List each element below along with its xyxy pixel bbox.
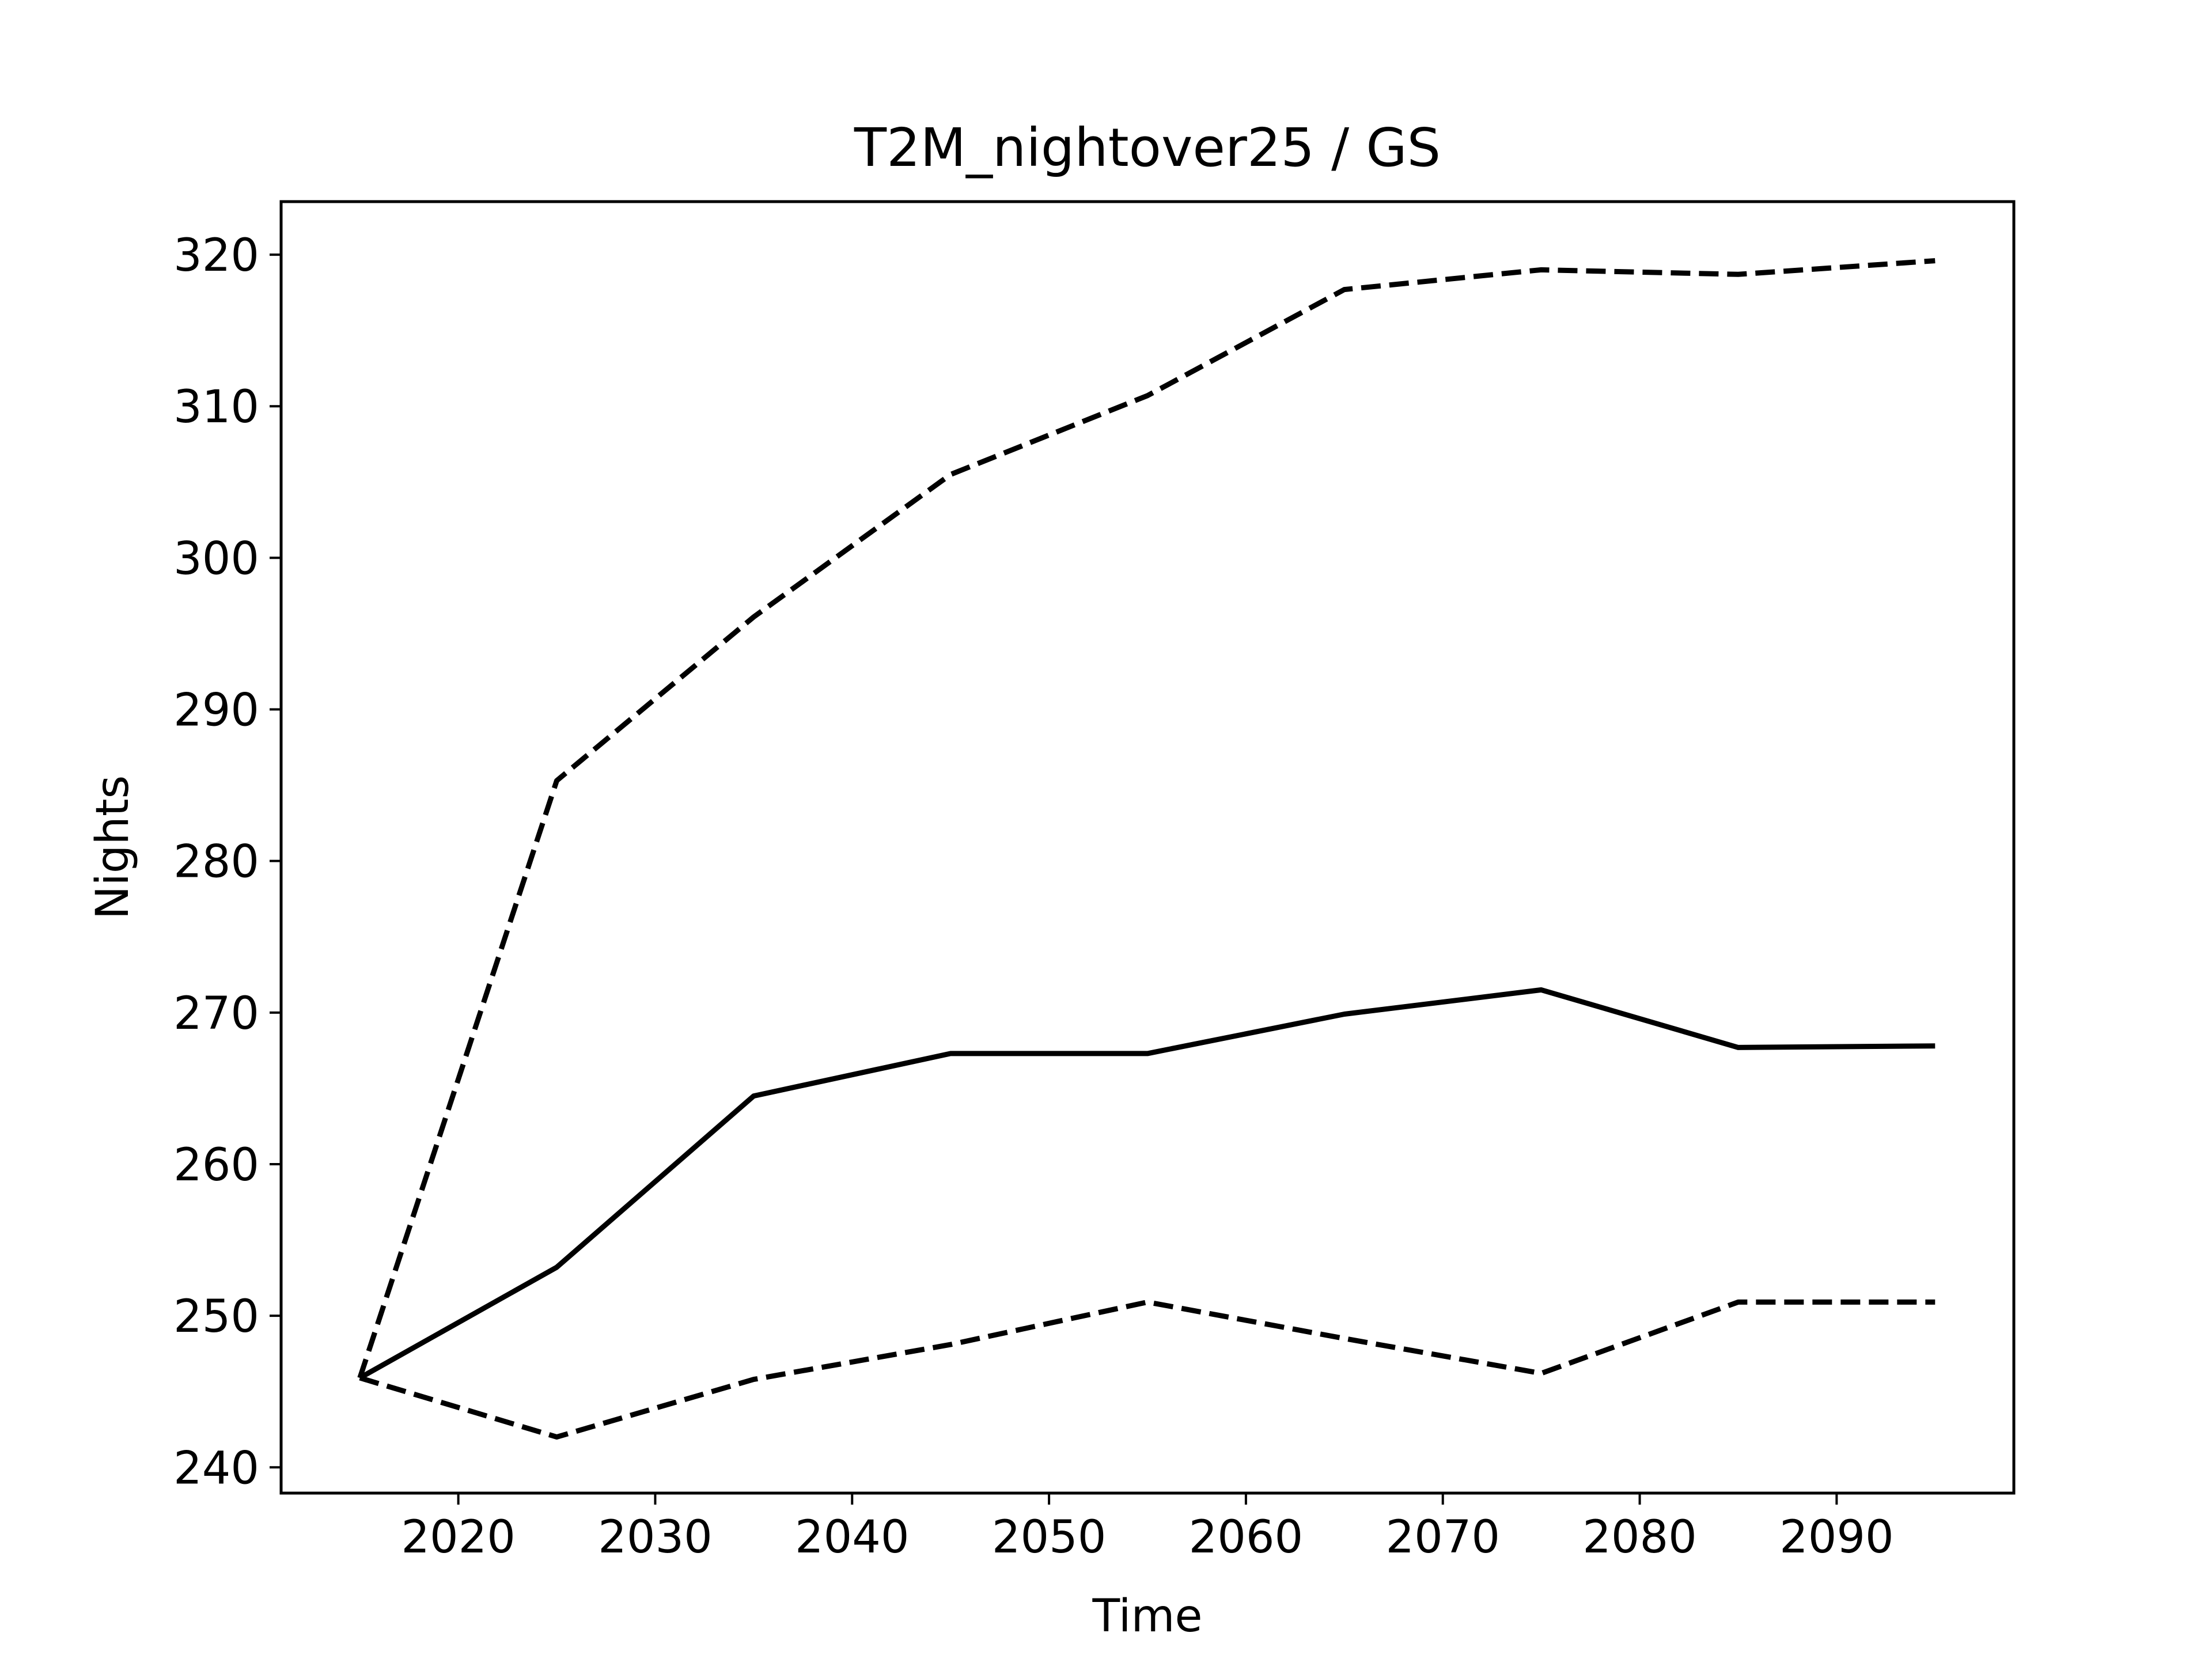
- y-tick-label: 280: [173, 836, 259, 888]
- x-tick-label: 2090: [1779, 1512, 1894, 1563]
- y-tick-label: 310: [173, 381, 259, 433]
- x-tick-label: 2080: [1582, 1512, 1697, 1563]
- x-tick-label: 2070: [1385, 1512, 1500, 1563]
- y-tick-label: 320: [173, 230, 259, 282]
- y-tick-label: 270: [173, 988, 259, 1040]
- x-axis: 2020 2030 2040 2050 2060 2070 2080 2090: [401, 1493, 1894, 1563]
- x-axis-label: Time: [1092, 1590, 1203, 1642]
- x-tick-label: 2030: [598, 1512, 713, 1563]
- x-tick-label: 2040: [795, 1512, 910, 1563]
- y-tick-label: 240: [173, 1442, 259, 1494]
- y-tick-label: 290: [173, 685, 259, 737]
- plot-frame: [279, 200, 2016, 1495]
- y-axis: 240 250 260 270 280 290 300 310 320: [173, 230, 281, 1494]
- y-tick-label: 250: [173, 1291, 259, 1343]
- y-tick-label: 260: [173, 1139, 259, 1191]
- x-tick-label: 2020: [401, 1512, 516, 1563]
- dashed-series-line-1: [357, 258, 1936, 1379]
- plot-series: [357, 258, 1936, 1440]
- x-tick-label: 2050: [992, 1512, 1107, 1563]
- y-tick-label: 300: [173, 533, 259, 585]
- y-axis-label: Nights: [87, 775, 139, 919]
- chart-title: T2M_nightover25 / GS: [854, 117, 1441, 179]
- solid-series-line-0: [358, 987, 1936, 1380]
- x-tick-label: 2060: [1189, 1512, 1304, 1563]
